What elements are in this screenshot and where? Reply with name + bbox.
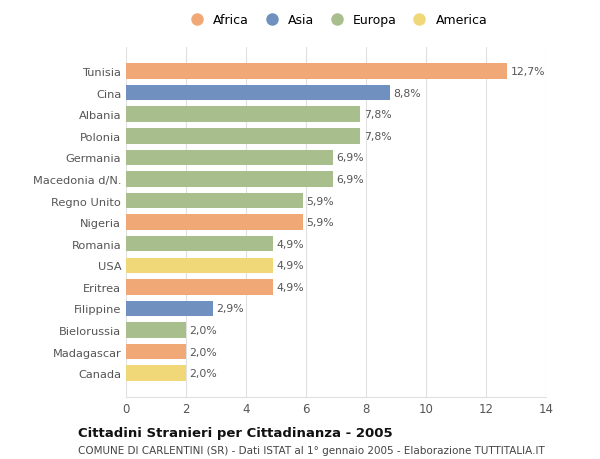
Bar [126,366,186,381]
Bar [126,129,360,144]
Bar [126,280,273,295]
Text: COMUNE DI CARLENTINI (SR) - Dati ISTAT al 1° gennaio 2005 - Elaborazione TUTTITA: COMUNE DI CARLENTINI (SR) - Dati ISTAT a… [78,445,545,455]
Text: 6,9%: 6,9% [337,153,364,163]
Text: 2,0%: 2,0% [190,325,217,336]
Text: 4,9%: 4,9% [277,239,304,249]
Text: 4,9%: 4,9% [277,261,304,271]
Legend: Africa, Asia, Europa, America: Africa, Asia, Europa, America [185,14,487,27]
Text: Cittadini Stranieri per Cittadinanza - 2005: Cittadini Stranieri per Cittadinanza - 2… [78,426,392,439]
Text: 2,9%: 2,9% [217,304,244,314]
Text: 2,0%: 2,0% [190,347,217,357]
Bar [126,236,273,252]
Text: 12,7%: 12,7% [511,67,545,77]
Bar [126,301,213,317]
Text: 5,9%: 5,9% [307,218,334,228]
Bar [126,107,360,123]
Text: 4,9%: 4,9% [277,282,304,292]
Bar [126,323,186,338]
Bar [126,85,390,101]
Text: 5,9%: 5,9% [307,196,334,206]
Bar [126,64,507,79]
Text: 7,8%: 7,8% [364,110,391,120]
Bar [126,258,273,274]
Bar [126,150,333,166]
Bar [126,172,333,187]
Bar [126,193,303,209]
Bar [126,344,186,360]
Text: 8,8%: 8,8% [394,89,421,98]
Text: 2,0%: 2,0% [190,369,217,378]
Text: 6,9%: 6,9% [337,174,364,185]
Bar [126,215,303,230]
Text: 7,8%: 7,8% [364,131,391,141]
